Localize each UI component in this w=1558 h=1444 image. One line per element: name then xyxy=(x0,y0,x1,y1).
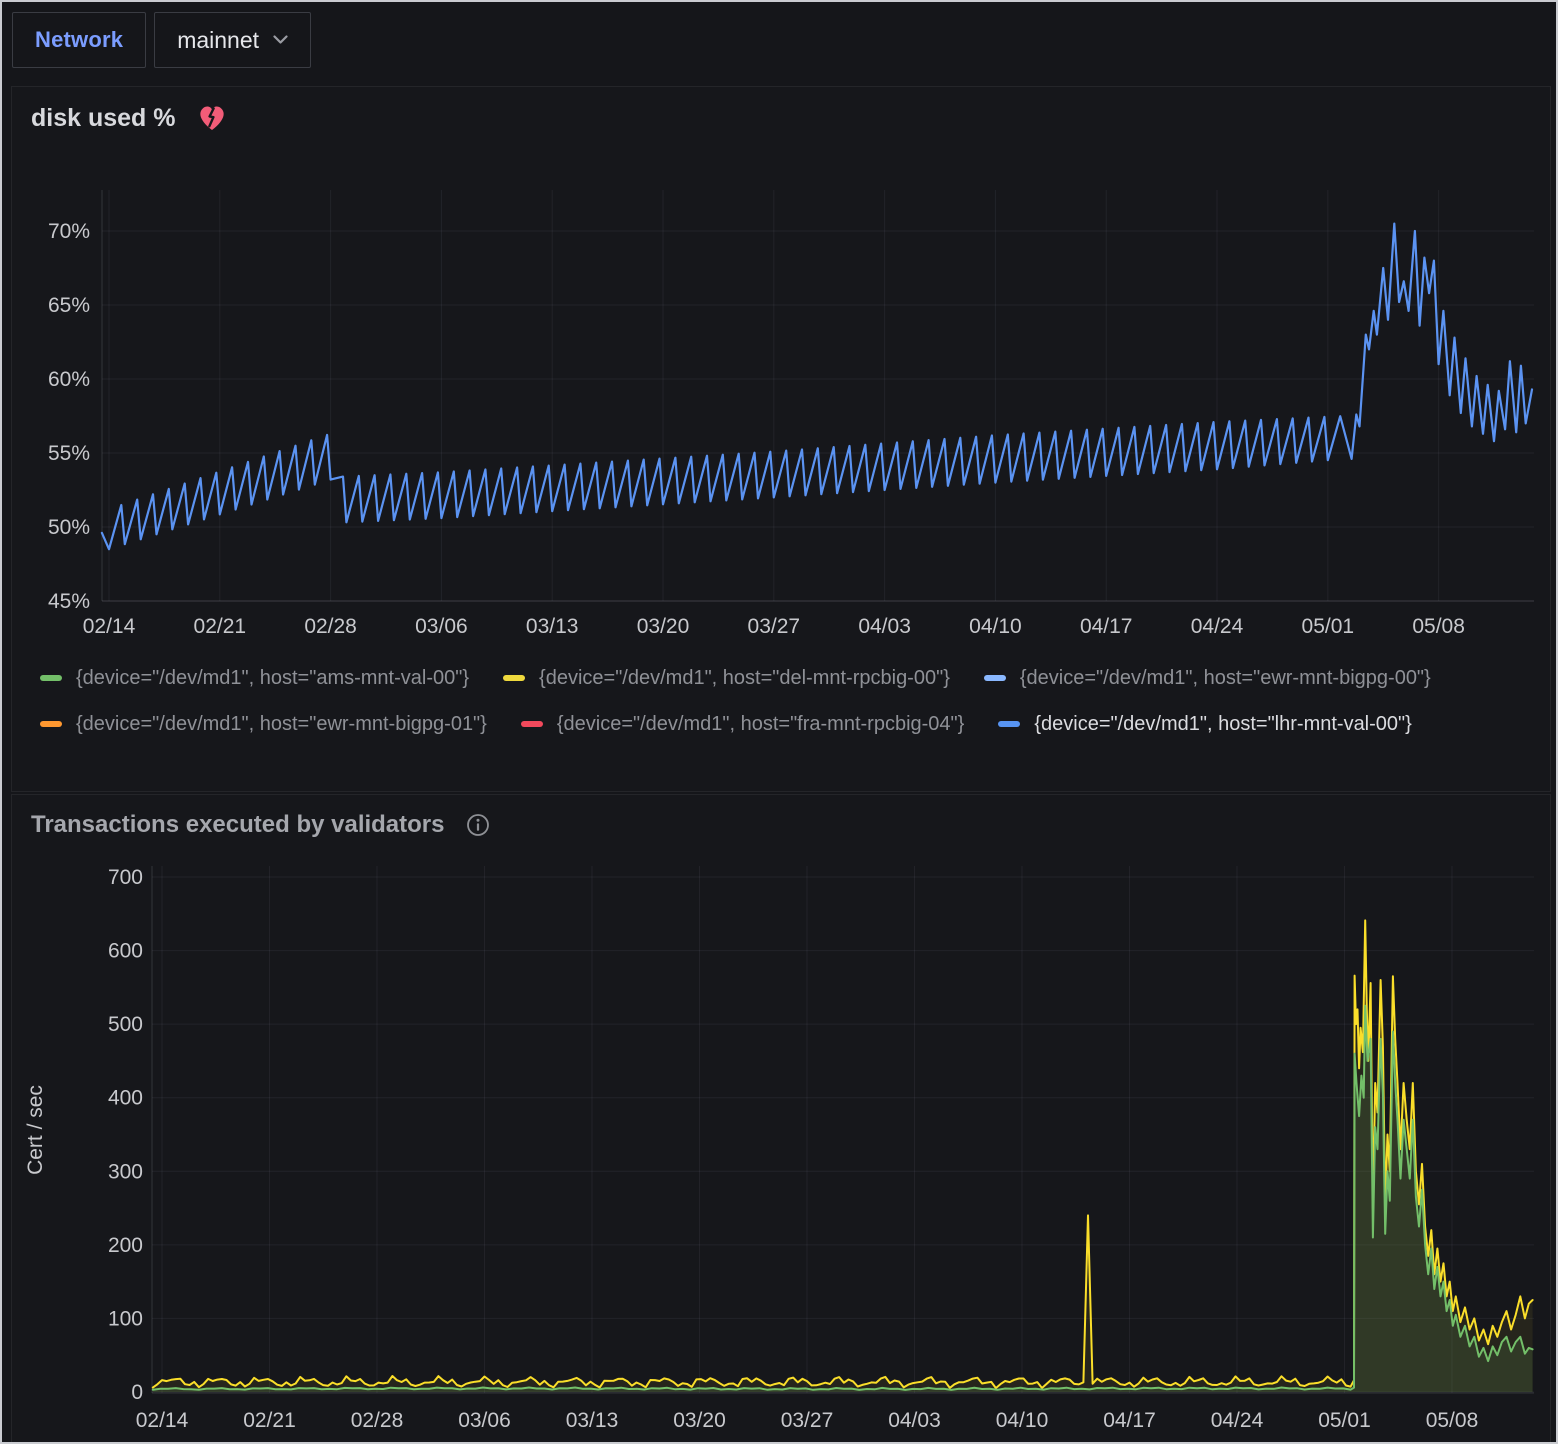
y-tick-label: 300 xyxy=(108,1160,143,1183)
y-tick-label: 600 xyxy=(108,940,143,963)
x-tick-label: 03/27 xyxy=(781,1409,834,1432)
x-tick-label: 03/20 xyxy=(637,615,690,638)
x-tick-label: 04/10 xyxy=(996,1409,1049,1432)
x-tick-label: 04/03 xyxy=(888,1409,941,1432)
y-tick-label: 60% xyxy=(48,368,90,391)
y-axis-title: Cert / sec xyxy=(24,1085,47,1175)
x-tick-label: 02/21 xyxy=(194,615,247,638)
x-tick-label: 02/14 xyxy=(83,615,136,638)
y-tick-label: 700 xyxy=(108,866,143,889)
x-tick-label: 02/28 xyxy=(304,615,357,638)
disk-used-chart[interactable]: 02/14 02/21 02/28 03/06 03/13 03/20 03/27 04/03… xyxy=(2,2,1558,794)
x-tick-label: 05/08 xyxy=(1426,1409,1479,1432)
y-tick-label: 70% xyxy=(48,220,90,243)
x-tick-label: 02/28 xyxy=(351,1409,404,1432)
x-tick-label: 03/13 xyxy=(566,1409,619,1432)
x-tick-label: 05/08 xyxy=(1412,615,1465,638)
grafana-dashboard: Network mainnet disk used % {device="/de… xyxy=(0,0,1558,1444)
x-tick-label: 03/20 xyxy=(673,1409,726,1432)
x-tick-label: 04/10 xyxy=(969,615,1022,638)
x-tick-label: 05/01 xyxy=(1302,615,1355,638)
series-line-validator-certs-green xyxy=(153,1006,1533,1390)
series-fill-validator-certs-green xyxy=(153,1006,1533,1392)
x-tick-label: 03/27 xyxy=(748,615,801,638)
y-tick-label: 100 xyxy=(108,1307,143,1330)
y-tick-label: 55% xyxy=(48,442,90,465)
y-tick-label: 50% xyxy=(48,516,90,539)
y-tick-label: 500 xyxy=(108,1013,143,1036)
x-tick-label: 02/21 xyxy=(243,1409,296,1432)
x-tick-label: 03/06 xyxy=(415,615,468,638)
x-tick-label: 04/24 xyxy=(1211,1409,1264,1432)
x-tick-label: 03/13 xyxy=(526,615,579,638)
series-fill-validator-certs-yellow xyxy=(153,920,1533,1392)
x-tick-label: 04/24 xyxy=(1191,615,1244,638)
y-tick-label: 65% xyxy=(48,294,90,317)
y-tick-label: 200 xyxy=(108,1234,143,1257)
x-tick-label: 02/14 xyxy=(136,1409,189,1432)
y-tick-label: 45% xyxy=(48,590,90,613)
x-tick-label: 04/03 xyxy=(858,615,911,638)
x-tick-label: 04/17 xyxy=(1103,1409,1156,1432)
x-tick-label: 04/17 xyxy=(1080,615,1133,638)
series-line-lhr-mnt-val-00 xyxy=(102,224,1532,550)
y-tick-label: 400 xyxy=(108,1087,143,1110)
y-tick-label: 0 xyxy=(131,1381,143,1404)
x-tick-label: 05/01 xyxy=(1318,1409,1371,1432)
transactions-chart[interactable]: 02/14 02/21 02/28 03/06 03/13 03/20 03/27 04/03… xyxy=(2,794,1558,1444)
x-tick-label: 03/06 xyxy=(458,1409,511,1432)
